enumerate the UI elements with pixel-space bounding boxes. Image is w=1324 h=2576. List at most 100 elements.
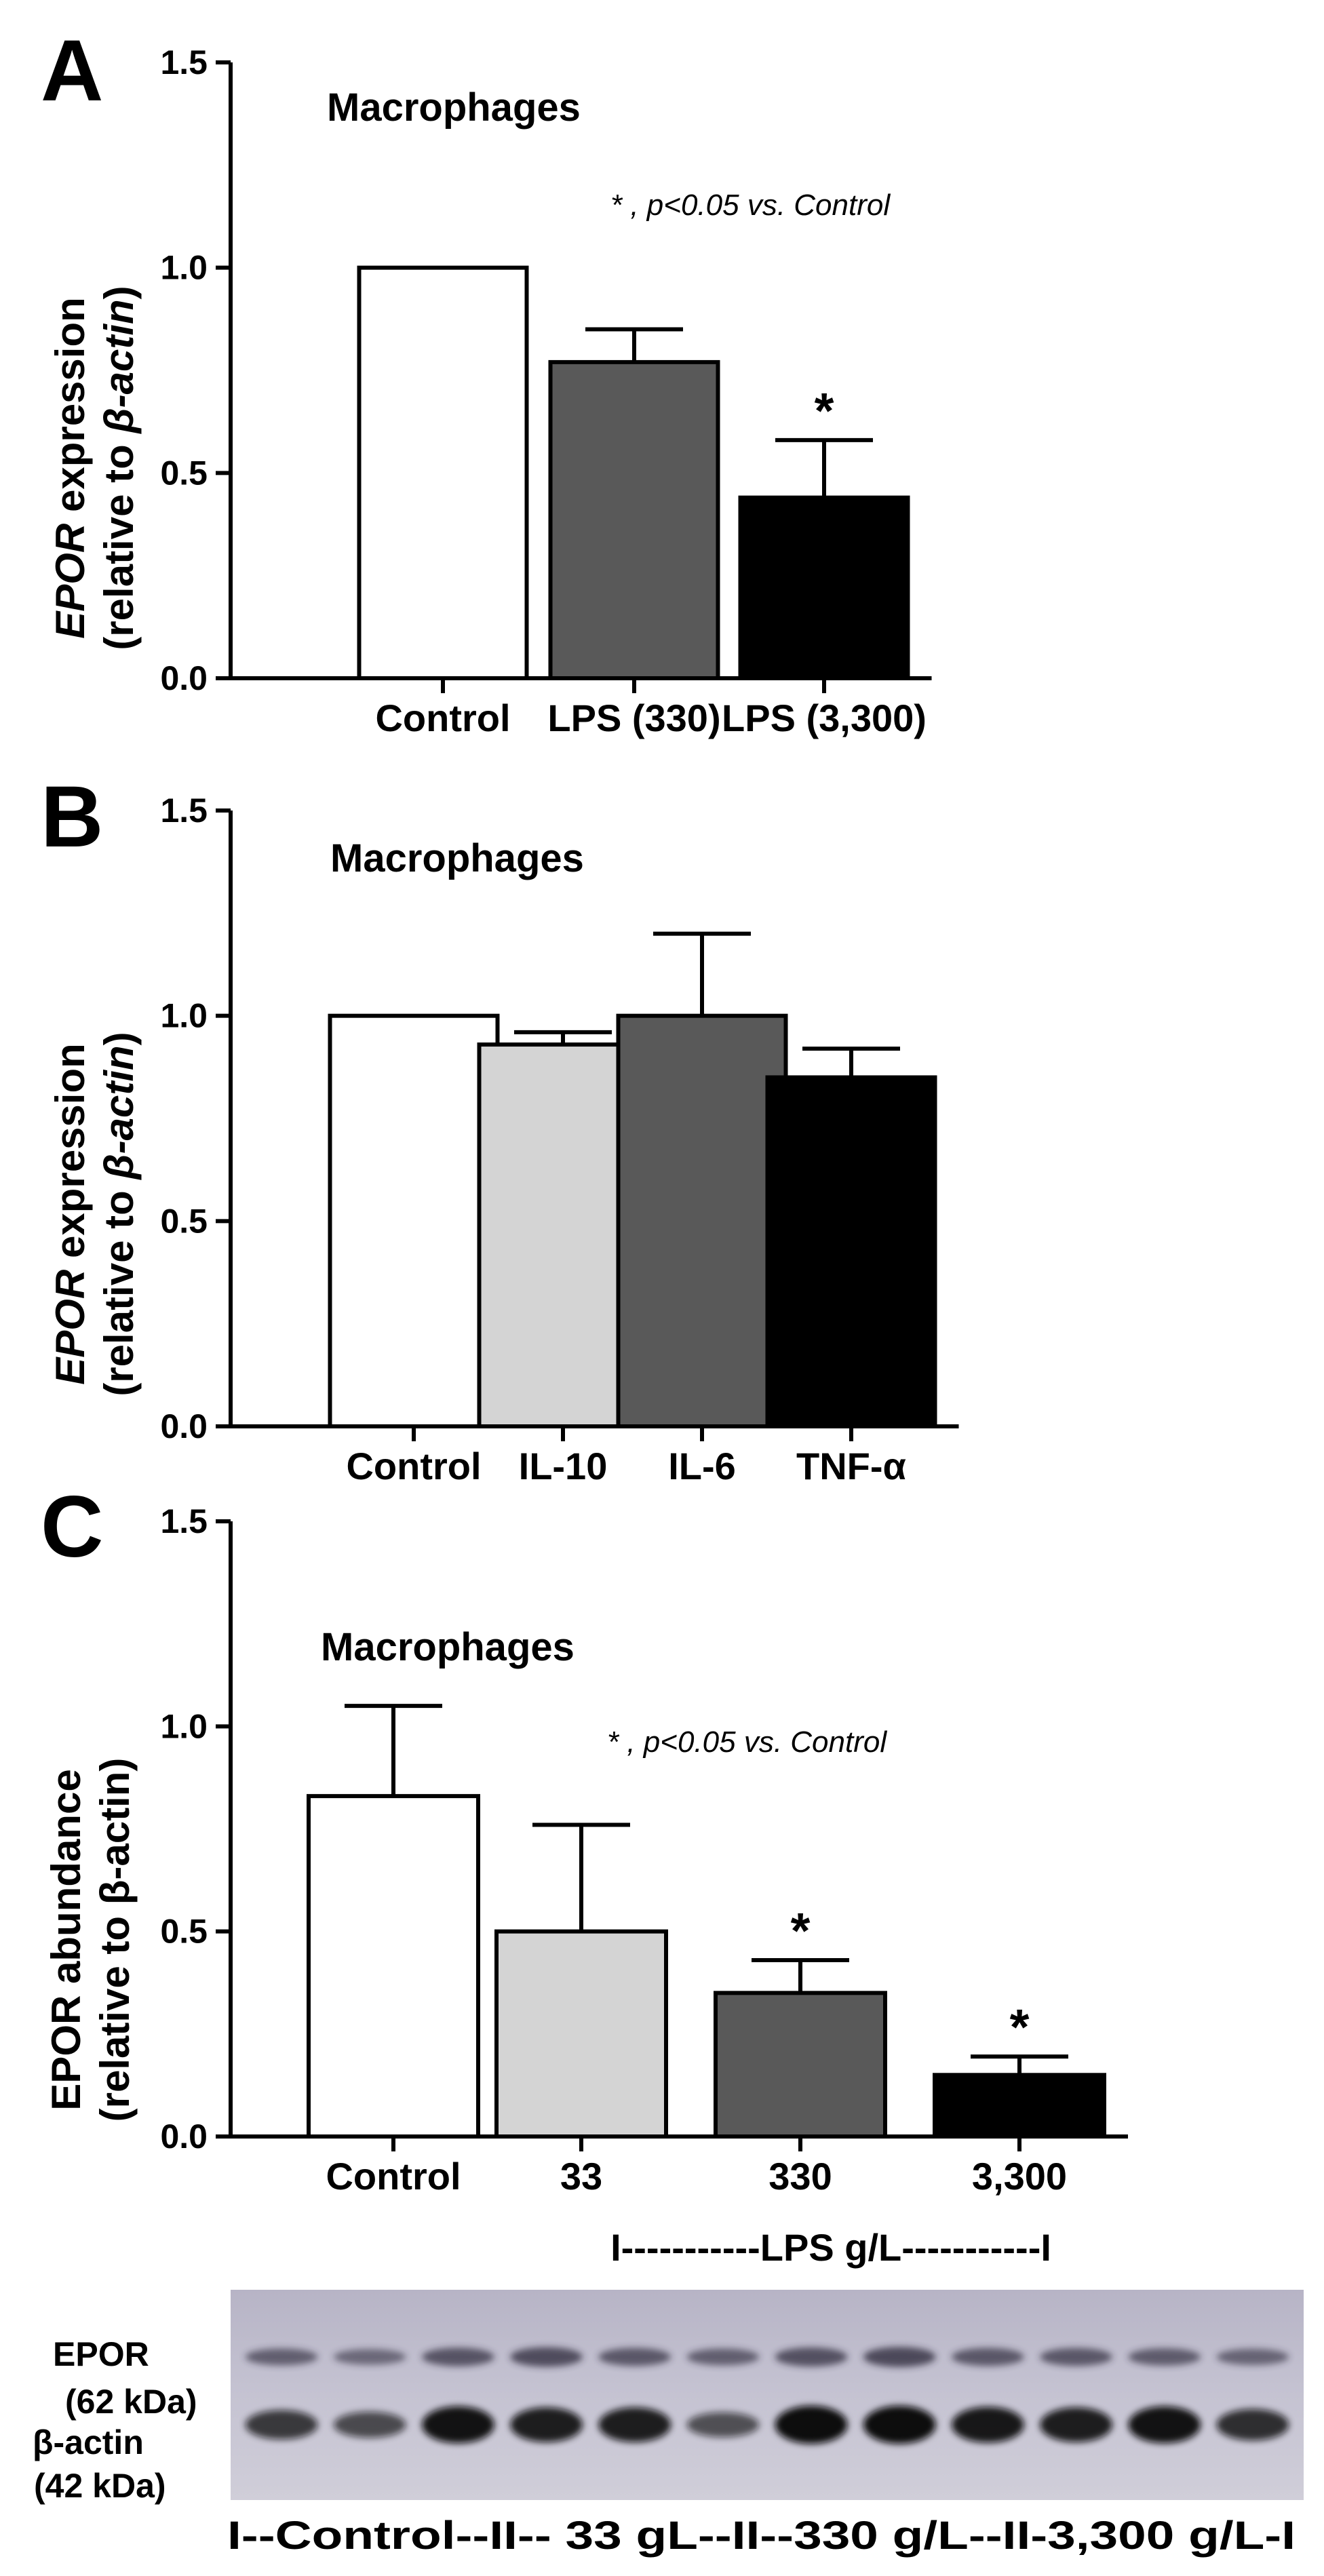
blot-band-actin <box>422 2406 494 2444</box>
blot-band-epor <box>422 2347 494 2366</box>
panel-b-letter: B <box>41 768 103 865</box>
blot-actin-kda: (42 kDa) <box>34 2467 166 2505</box>
panel-a-title: Macrophages <box>327 85 581 130</box>
significance-marker: * <box>1010 1999 1030 2055</box>
blot-actin-label: β-actin <box>33 2423 144 2461</box>
panel-b-ylabel-rest: expression <box>47 1043 93 1270</box>
y-tick-label: 1.5 <box>160 792 208 830</box>
panel-b-axes: 0.0 0.5 1.0 1.5 Control IL-10 IL-6 TNF-α <box>160 792 959 1487</box>
blot-band-actin <box>333 2411 406 2438</box>
blot-band-epor <box>333 2349 406 2365</box>
panel-a-bars: * <box>357 265 910 680</box>
panel-c-bars: ** <box>307 1704 1106 2139</box>
panel-a-ylabel-suffix: ) <box>96 286 142 299</box>
x-tick-label: LPS (3,300) <box>722 697 927 739</box>
significance-marker: * <box>791 1902 811 1959</box>
y-tick-label: 1.0 <box>160 249 208 287</box>
bar <box>616 1013 788 1428</box>
y-tick-label: 0.5 <box>160 1913 208 1951</box>
panel-c-annotation: * , p<0.05 vs. Control <box>607 1725 887 1759</box>
panel-b: B Macrophages EPOR expression (relative … <box>41 768 959 1487</box>
x-tick-label: 33 <box>560 2155 602 2198</box>
blot-band-epor <box>952 2347 1024 2366</box>
x-tick-label: 330 <box>768 2155 832 2198</box>
panel-c-group-label: I-----------LPS g/L-----------I <box>610 2226 1051 2269</box>
x-tick-label: IL-10 <box>519 1445 608 1487</box>
panel-a-ylabel-prefix: (relative to <box>96 433 142 650</box>
bar <box>765 1075 937 1428</box>
western-blot: EPOR (62 kDa) β-actin (42 kDa) I--Contro… <box>33 2290 1304 2558</box>
panel-a-axes: 0.0 0.5 1.0 1.5 Control LPS (330) LPS (3,300) <box>160 43 932 739</box>
panel-b-ylabel-suffix: ) <box>96 1032 142 1045</box>
x-tick-label: 3,300 <box>972 2155 1067 2198</box>
panel-b-ylabel-italic: EPOR <box>47 1270 93 1385</box>
panel-a-ylabel-italic2: β-actin <box>96 299 142 434</box>
blot-band-epor <box>1128 2348 1201 2366</box>
blot-band-actin <box>1216 2408 1289 2441</box>
blot-band-epor <box>598 2347 671 2366</box>
y-tick-label: 1.0 <box>160 1707 208 1745</box>
bar <box>307 1794 480 2139</box>
blot-band-epor <box>686 2348 760 2366</box>
panel-c: C Macrophages * , p<0.05 vs. Control EPO… <box>41 1479 1128 2269</box>
bar <box>548 359 720 680</box>
y-tick-label: 0.0 <box>160 659 208 697</box>
bar <box>357 265 529 680</box>
y-tick-label: 0.5 <box>160 454 208 492</box>
panel-a-letter: A <box>41 22 103 119</box>
bar <box>738 495 910 680</box>
x-tick-label: LPS (330) <box>547 697 720 739</box>
y-tick-label: 1.5 <box>160 43 208 81</box>
blot-band-actin <box>775 2406 848 2444</box>
bar <box>494 1929 668 2139</box>
y-tick-label: 1.0 <box>160 997 208 1035</box>
x-tick-label: Control <box>326 2155 461 2198</box>
panel-c-axes: 0.0 0.5 1.0 1.5 Control 33 330 3,300 <box>160 1502 1128 2198</box>
blot-band-actin <box>863 2406 936 2444</box>
blot-lanes <box>245 2347 1289 2444</box>
panel-c-ylabel-line2: (relative to β-actin) <box>92 1758 138 2122</box>
blot-epor-kda: (62 kDa) <box>65 2383 197 2421</box>
blot-band-epor <box>510 2347 583 2367</box>
x-tick-label: Control <box>375 697 510 739</box>
panel-b-ylabel-line1: EPOR expression <box>47 1043 93 1385</box>
y-tick-label: 0.0 <box>160 1407 208 1445</box>
blot-lane-labels: I--Control--II-- 33 gL--II--330 g/L--II-… <box>227 2514 1296 2558</box>
panel-b-title: Macrophages <box>330 836 584 880</box>
panel-a-ylabel-line1: EPOR expression <box>47 297 93 639</box>
blot-band-epor <box>775 2347 848 2366</box>
panel-c-ylabel-line1: EPOR abundance <box>43 1769 89 2110</box>
x-tick-label: Control <box>346 1445 481 1487</box>
y-tick-label: 0.5 <box>160 1202 208 1240</box>
y-tick-label: 0.0 <box>160 2118 208 2155</box>
blot-band-epor <box>245 2348 318 2366</box>
blot-band-actin <box>1040 2407 1112 2442</box>
panel-a-ylabel-italic: EPOR <box>47 524 93 639</box>
blot-band-epor <box>1216 2349 1289 2365</box>
blot-band-actin <box>598 2407 671 2442</box>
panel-a-ylabel-rest: expression <box>47 297 93 524</box>
blot-band-epor <box>863 2347 936 2367</box>
blot-band-epor <box>1040 2347 1112 2366</box>
blot-band-actin <box>686 2412 760 2438</box>
bar <box>714 1991 887 2139</box>
blot-band-actin <box>245 2410 318 2440</box>
panel-b-ylabel-line2: (relative to β-actin) <box>96 1032 142 1396</box>
panel-b-ylabel-prefix: (relative to <box>96 1179 142 1397</box>
panel-a-ylabel-line2: (relative to β-actin) <box>96 286 142 650</box>
panel-b-ylabel-italic2: β-actin <box>96 1045 142 1180</box>
panel-a-annotation: * , p<0.05 vs. Control <box>610 189 891 222</box>
blot-band-actin <box>952 2406 1024 2443</box>
blot-band-actin <box>1128 2406 1201 2444</box>
bar <box>328 1013 500 1428</box>
panel-a: A Macrophages * , p<0.05 vs. Control EPO… <box>41 22 932 739</box>
x-tick-label: TNF-α <box>796 1445 906 1487</box>
panel-b-bars <box>328 931 937 1429</box>
x-tick-label: IL-6 <box>668 1445 736 1487</box>
significance-marker: * <box>815 383 834 439</box>
panel-c-letter: C <box>41 1479 103 1576</box>
panel-c-title: Macrophages <box>321 1625 575 1669</box>
blot-band-actin <box>510 2407 583 2442</box>
blot-membrane <box>231 2290 1304 2500</box>
